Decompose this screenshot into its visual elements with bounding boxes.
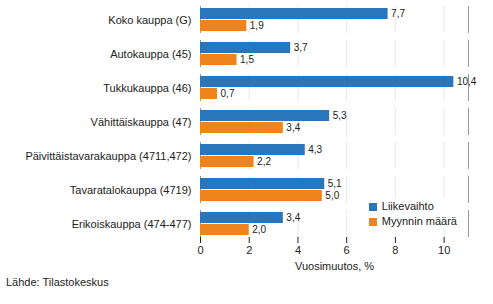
svg-text:Tukkukauppa (46): Tukkukauppa (46) [103,82,191,94]
svg-text:5,1: 5,1 [328,178,342,189]
svg-text:6: 6 [344,244,350,256]
svg-text:2,0: 2,0 [252,224,266,235]
svg-text:1,9: 1,9 [250,20,264,31]
svg-text:2: 2 [246,244,252,256]
html-text:Liikevaihto: Liikevaihto [381,200,434,212]
svg-text:3,7: 3,7 [294,42,308,53]
svg-text:Vuosimuutos, %: Vuosimuutos, % [295,260,374,272]
svg-text:Tavaratalokauppa (4719): Tavaratalokauppa (4719) [70,184,192,196]
svg-text:4,3: 4,3 [308,144,322,155]
svg-text:10: 10 [438,244,450,256]
svg-text:0: 0 [197,244,203,256]
svg-text:Vähittäiskauppa (47): Vähittäiskauppa (47) [91,116,192,128]
svg-text:0,7: 0,7 [221,88,235,99]
svg-text:Autokauppa (45): Autokauppa (45) [110,48,191,60]
html-text:Lähde: Tilastokeskus: Lähde: Tilastokeskus [6,276,109,288]
svg-text:Koko kauppa (G): Koko kauppa (G) [108,14,191,26]
svg-text:5,3: 5,3 [333,110,347,121]
svg-text:8: 8 [392,244,398,256]
svg-text:1,5: 1,5 [240,54,254,65]
svg-text:7,7: 7,7 [391,8,405,19]
svg-text:Erikoiskauppa (474-477): Erikoiskauppa (474-477) [72,218,192,230]
svg-text:4: 4 [295,244,301,256]
svg-text:3,4: 3,4 [286,122,300,133]
svg-text:Päivittäistavarakauppa (4711,4: Päivittäistavarakauppa (4711,472) [25,150,191,162]
html-text:Myynnin määrä: Myynnin määrä [381,215,457,227]
svg-text:10,4: 10,4 [457,76,477,87]
svg-text:5,0: 5,0 [325,190,339,201]
svg-text:3,4: 3,4 [286,212,300,223]
svg-text:2,2: 2,2 [257,156,271,167]
